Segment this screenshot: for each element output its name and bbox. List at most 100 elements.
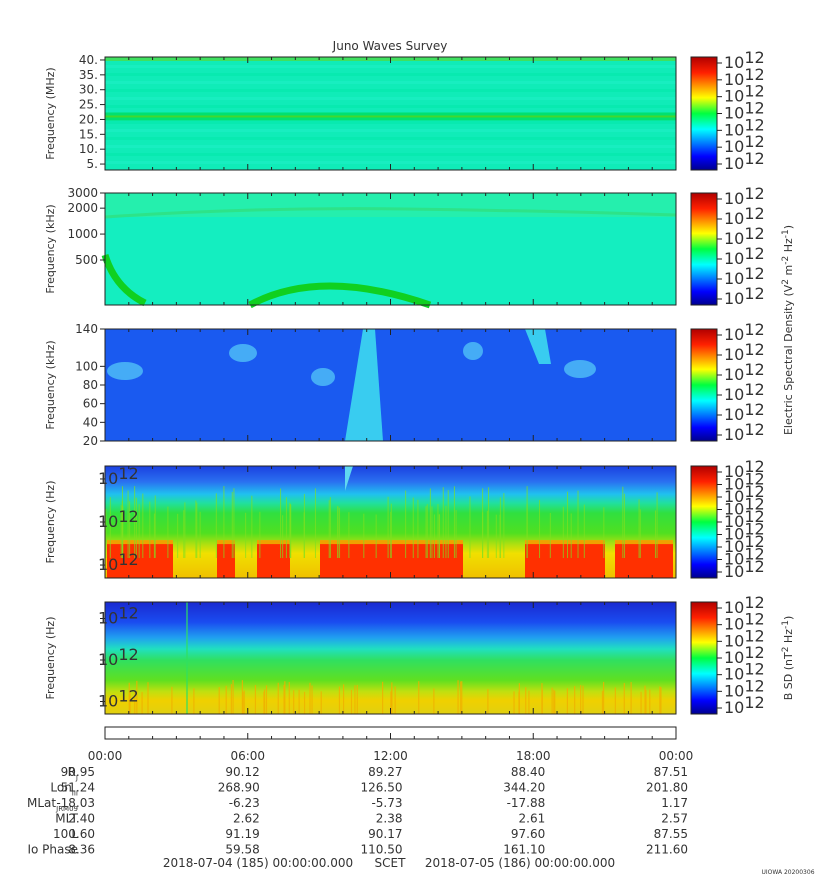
undefined: 1012: [724, 532, 765, 556]
ylabel: Frequency (kHz): [44, 340, 57, 429]
undefined: 1012: [724, 284, 765, 308]
burst-stripe: [345, 329, 383, 441]
emission-band-core: [105, 115, 676, 118]
undefined: 1012: [724, 204, 765, 228]
undefined: 1012: [724, 48, 765, 72]
emission-arc-upper: [104, 207, 677, 219]
ephemeris-value: 211.60: [646, 843, 688, 857]
ytick-label: 100: [75, 359, 98, 373]
spectrogram-stripe: [105, 145, 676, 148]
undefined: 1012: [724, 65, 765, 89]
spectrogram-stripe: [105, 161, 676, 164]
spectrogram-stripe: [105, 73, 676, 76]
undefined: 1012: [724, 264, 765, 288]
ytick-label: 20.: [79, 112, 98, 126]
emission-patch: [311, 368, 335, 386]
ephemeris-value: 90.12: [225, 765, 259, 779]
colorbar-title-magnetic: B SD (nT2 Hz-1): [781, 616, 795, 701]
emission-arc-mid: [248, 282, 432, 309]
panel-hfr-high: [100, 56, 677, 171]
undefined: 1012: [98, 550, 139, 574]
ephemeris-value: 161.10: [503, 843, 545, 857]
ytick-label: 60: [83, 397, 98, 411]
intense-edge: [217, 540, 235, 545]
panel-lfr-high: [100, 328, 677, 442]
spectrogram-stripe: [105, 65, 676, 68]
ephemeris-value: 201.80: [646, 781, 688, 795]
ytick-label: 140: [75, 322, 98, 336]
ytick-label: 3000: [67, 186, 98, 200]
ylabel: Frequency (Hz): [44, 617, 57, 700]
burst-tail: [345, 466, 353, 491]
ephemeris-value: 2.61: [519, 812, 546, 826]
figure-title: Juno Waves Survey: [332, 39, 448, 53]
ytick-label: 40.: [79, 53, 98, 67]
ephemeris-value: 90.95: [61, 765, 95, 779]
undefined: 1012: [724, 380, 765, 404]
ephemeris-value: 2.62: [233, 812, 260, 826]
colorbar-gradient: [690, 56, 718, 171]
emission-patch: [229, 344, 257, 362]
time-frame: SCET: [375, 856, 407, 870]
ephemeris-value: -17.88: [507, 796, 546, 810]
undefined: 1012: [724, 470, 765, 494]
ytick-label: 2000: [67, 201, 98, 215]
undefined: 1012: [724, 545, 765, 569]
ytick-label: 15.: [79, 127, 98, 141]
undefined: 1012: [724, 320, 765, 344]
ephemeris-value: 100.60: [53, 827, 95, 841]
panel-magnetic: [100, 601, 677, 715]
ytick-label: 80: [83, 378, 98, 392]
ephemeris-value: -18.03: [56, 796, 95, 810]
spectrogram-fill: [105, 329, 676, 441]
undefined: 1012: [724, 82, 765, 106]
ephemeris-value: 2.57: [661, 812, 688, 826]
xtick-label: 06:00: [230, 749, 265, 763]
undefined: 1012: [98, 604, 139, 628]
spectrogram-stripe: [105, 137, 676, 140]
ephemeris-row-label: RJ: [68, 765, 78, 782]
colorbars: 1012101210121012101210121012101210121012…: [690, 48, 795, 717]
undefined: 1012: [724, 593, 765, 617]
emission-patch: [463, 342, 483, 360]
ephemeris-value: -5.73: [371, 796, 402, 810]
undefined: 1012: [724, 244, 765, 268]
intense-edge: [257, 540, 290, 545]
xtick-label: 00:00: [88, 749, 123, 763]
spectrogram-stripe: [105, 81, 676, 84]
undefined: 1012: [724, 184, 765, 208]
xtick-label: 18:00: [516, 749, 551, 763]
undefined: 1012: [724, 520, 765, 544]
intense-segment: [107, 542, 173, 578]
intense-edge: [615, 540, 673, 545]
ephemeris-value: -6.23: [229, 796, 260, 810]
ephemeris-value: 110.50: [361, 843, 403, 857]
ephemeris-value: 87.55: [654, 827, 688, 841]
ephemeris-value: 1.17: [661, 796, 688, 810]
ephemeris-value: 97.60: [511, 827, 545, 841]
undefined: 1012: [724, 643, 765, 667]
undefined: 1012: [724, 482, 765, 506]
undefined: 1012: [724, 224, 765, 248]
undefined: 1012: [724, 557, 765, 581]
panel-lfr-low: [100, 465, 677, 579]
ytick-label: 40: [83, 415, 98, 429]
ylabel: Frequency (MHz): [44, 67, 57, 159]
ephemeris-value: 91.19: [225, 827, 259, 841]
intense-edge: [525, 540, 605, 545]
ephemeris-value: 90.17: [368, 827, 402, 841]
undefined: 1012: [724, 360, 765, 384]
undefined: 1012: [98, 687, 139, 711]
spectrogram-panels: [100, 56, 677, 715]
intense-segment: [615, 542, 673, 578]
undefined: 1012: [724, 507, 765, 531]
ytick-label: 30.: [79, 83, 98, 97]
undefined: 1012: [724, 420, 765, 444]
undefined: 1012: [98, 507, 139, 531]
colorbar-gradient: [690, 192, 718, 306]
